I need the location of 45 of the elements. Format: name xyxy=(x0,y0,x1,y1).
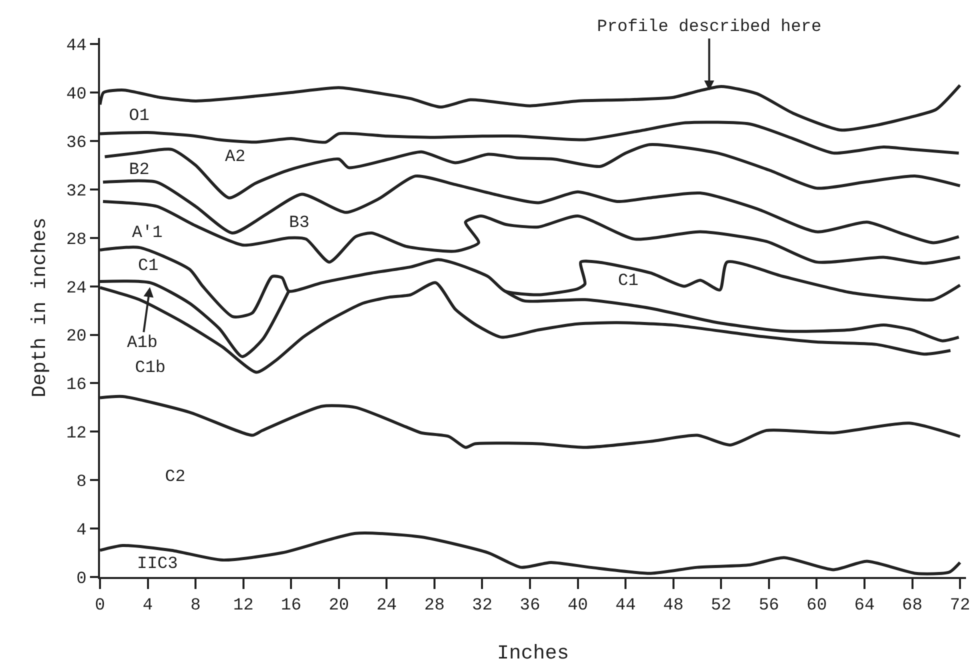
x-tick-label: 36 xyxy=(520,596,540,616)
y-tick-label: 36 xyxy=(66,134,87,153)
annotation: A'1 xyxy=(132,224,163,243)
annotation: O1 xyxy=(129,107,150,126)
x-tick-label: 40 xyxy=(568,596,588,616)
x-tick-label: 32 xyxy=(472,596,492,616)
x-tick-label: 12 xyxy=(233,596,254,616)
y-axis-title: Depth in inches xyxy=(29,217,52,398)
y-tick-label: 12 xyxy=(66,424,87,444)
y-tick-label: 8 xyxy=(76,473,87,492)
x-tick-label: 16 xyxy=(280,596,302,616)
y-tick-label: 0 xyxy=(76,570,87,589)
annotation: C2 xyxy=(165,468,186,487)
y-tick-label: 28 xyxy=(66,230,87,250)
annotation: C1 xyxy=(138,257,158,276)
x-tick-label: 24 xyxy=(376,596,397,616)
x-tick-label: 44 xyxy=(615,596,636,616)
x-tick-label: 8 xyxy=(190,596,201,616)
x-tick-label: 72 xyxy=(950,596,970,616)
y-tick-label: 32 xyxy=(66,182,87,202)
x-tick-label: 56 xyxy=(758,596,780,616)
y-tick-label: 44 xyxy=(66,37,87,56)
y-tick-label: 4 xyxy=(76,522,87,540)
x-tick-label: 20 xyxy=(328,596,350,616)
annotation: C1b xyxy=(135,359,166,378)
x-tick-label: 60 xyxy=(806,596,827,616)
x-tick-label: 4 xyxy=(142,596,153,616)
x-tick-label: 64 xyxy=(854,596,875,616)
x-tick-label: 68 xyxy=(902,596,922,616)
y-tick-label: 40 xyxy=(66,85,87,104)
x-tick-label: 28 xyxy=(424,596,445,616)
annotation: A1b xyxy=(127,334,158,353)
x-tick-label: 0 xyxy=(94,596,106,616)
annotation: C1 xyxy=(618,272,638,291)
annotation: Profile described here xyxy=(597,18,822,37)
y-tick-label: 24 xyxy=(66,279,87,298)
annotation: B3 xyxy=(289,214,310,233)
y-tick-label: 20 xyxy=(66,328,87,347)
x-tick-label: 48 xyxy=(663,596,684,616)
annotation: A2 xyxy=(225,148,246,167)
x-axis-title: Inches xyxy=(496,642,570,666)
annotation: IIC3 xyxy=(137,555,178,574)
annotation: B2 xyxy=(129,161,150,180)
x-tick-label: 52 xyxy=(710,596,732,616)
y-tick-label: 16 xyxy=(66,376,87,396)
